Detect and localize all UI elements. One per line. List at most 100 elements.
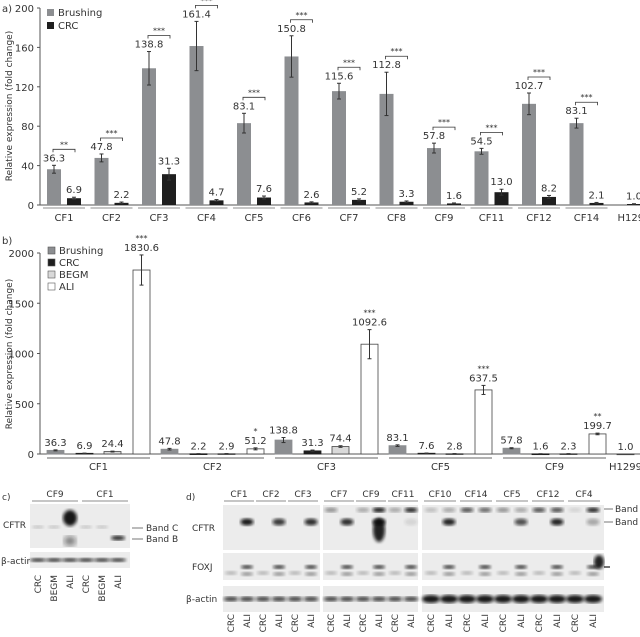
lane-label: ALI — [481, 614, 491, 628]
bar-brushing-cf8 — [379, 93, 394, 205]
protein-band — [479, 572, 491, 576]
legend-label-begm: BEGM — [59, 270, 89, 281]
data-label: 7.6 — [419, 441, 435, 452]
bar-brushing-cf1 — [47, 169, 61, 205]
protein-band — [403, 596, 419, 602]
x-tick-label: CF2 — [102, 213, 121, 224]
lane-label: ALI — [275, 614, 285, 628]
significance-marker: *** — [364, 309, 376, 318]
protein-band — [241, 565, 253, 569]
data-label: 36.3 — [44, 438, 66, 449]
bar-brushing-cf5 — [237, 123, 251, 205]
data-label: 1.6 — [533, 442, 549, 453]
bar-crc-cf3 — [162, 174, 176, 205]
data-label: 6.9 — [66, 185, 82, 196]
protein-band — [64, 536, 76, 546]
protein-band — [440, 595, 458, 603]
data-label: 1830.6 — [124, 243, 159, 254]
band-c-label: Band C — [615, 505, 640, 515]
data-label: 3.3 — [399, 189, 415, 200]
protein-band — [548, 595, 566, 603]
y-tick-label: 1500 — [9, 299, 34, 310]
bar-ali-h1299 — [616, 453, 635, 456]
data-label: 199.7 — [583, 421, 612, 432]
data-label: 112.8 — [372, 60, 401, 71]
data-label: 115.6 — [325, 71, 354, 82]
x-tick-label: CF6 — [292, 213, 311, 224]
bar-crc-cf5 — [257, 197, 271, 205]
panel-d-label: d) — [186, 493, 195, 503]
panel-b-label: b) — [2, 236, 12, 247]
protein-band — [287, 596, 303, 602]
lane-label: ALI — [243, 614, 253, 628]
bar-crc-cf7 — [352, 199, 366, 205]
protein-band — [325, 571, 337, 575]
protein-band — [372, 507, 386, 513]
x-tick-label: CF3 — [317, 462, 336, 473]
protein-band — [305, 572, 317, 576]
legend-label-ali: ALI — [59, 282, 74, 293]
lane-label: ALI — [343, 614, 353, 628]
significance-bracket — [337, 66, 361, 71]
protein-band — [387, 596, 403, 602]
protein-band — [373, 518, 385, 542]
y-tick-label: 2000 — [9, 249, 34, 260]
bar-crc-cf1 — [67, 198, 81, 205]
data-label: 2.3 — [561, 442, 577, 453]
protein-band — [111, 535, 125, 541]
lane-label: CRC — [535, 614, 545, 632]
data-label: 1.0 — [626, 192, 640, 203]
lane-label: ALI — [589, 614, 599, 628]
significance-bracket — [432, 126, 456, 131]
x-tick-label: CF5 — [431, 462, 450, 473]
protein-band — [479, 565, 491, 569]
x-tick-label: CF11 — [479, 213, 504, 224]
legend-label-crc: CRC — [58, 21, 78, 32]
protein-band — [551, 565, 563, 569]
protein-band — [442, 507, 456, 513]
y-tick-label: 0 — [28, 201, 34, 212]
significance-marker: *** — [533, 68, 545, 77]
significance-bracket — [385, 55, 408, 60]
data-label: 83.1 — [565, 106, 587, 117]
lane-label: ALI — [307, 614, 317, 628]
protein-band — [514, 507, 528, 513]
significance-marker: *** — [438, 118, 450, 127]
protein-band — [341, 572, 353, 576]
protein-band — [357, 571, 369, 575]
band-b-label: Band B — [615, 518, 640, 528]
legend-swatch-crc — [47, 258, 56, 267]
group-label: CF7 — [330, 490, 347, 500]
data-label: 8.2 — [541, 183, 557, 194]
panel-c-western-blot: c) CFTR β-actin Band C Band B CF9 CF1 CRC B… — [1, 490, 178, 602]
protein-band — [46, 558, 62, 562]
protein-band — [514, 518, 528, 526]
protein-band — [48, 525, 60, 529]
protein-band — [356, 507, 370, 513]
significance-marker: *** — [201, 0, 213, 5]
protein-band — [461, 571, 473, 575]
x-tick-label: CF12 — [526, 213, 551, 224]
group-label: CF9 — [46, 490, 63, 500]
data-label: 24.4 — [101, 439, 123, 450]
foxj-blot-2 — [323, 553, 418, 580]
data-label: 57.8 — [423, 131, 445, 142]
protein-band — [497, 571, 509, 575]
protein-band — [388, 507, 402, 513]
significance-marker: * — [254, 427, 258, 436]
group-label: CF10 — [429, 490, 452, 500]
legend-label-brushing: Brushing — [59, 246, 103, 257]
significance-bracket — [290, 19, 313, 23]
data-label: 2.6 — [304, 190, 320, 201]
x-tick-label: CF7 — [339, 213, 358, 224]
data-label: 637.5 — [469, 373, 498, 384]
group-label: CF5 — [503, 490, 520, 500]
bar-crc-cf14 — [589, 202, 604, 205]
protein-band — [532, 507, 546, 513]
protein-band — [324, 507, 338, 513]
lane-label: ALI — [517, 614, 527, 628]
protein-band — [405, 572, 417, 576]
data-label: 74.4 — [329, 434, 351, 445]
protein-band — [62, 558, 78, 562]
